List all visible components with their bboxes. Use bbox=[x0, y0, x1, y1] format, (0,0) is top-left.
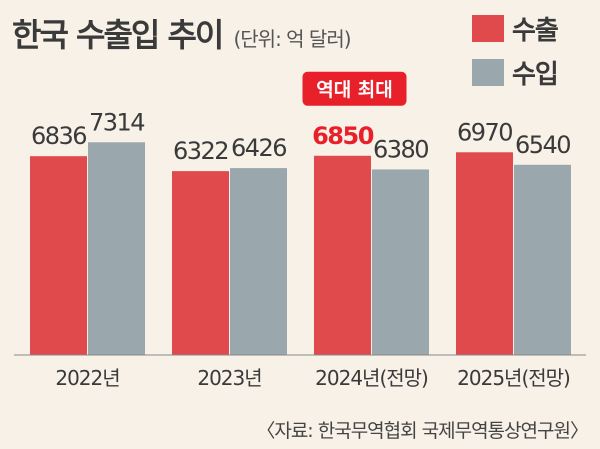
annotation-label: 역대 최대 bbox=[316, 79, 393, 101]
bar-import-2024 bbox=[372, 169, 429, 355]
data-label-import-2023: 6426 bbox=[231, 134, 286, 162]
x-tick-label-2022: 2022년 bbox=[55, 366, 119, 390]
bar-export-2022 bbox=[30, 156, 87, 355]
bar-export-2023 bbox=[172, 171, 229, 355]
legend-item-import: 수입 bbox=[472, 50, 559, 94]
bar-import-2025 bbox=[514, 164, 571, 355]
chart-title: 한국 수출입 추이 bbox=[12, 16, 224, 54]
bar-import-2022 bbox=[88, 142, 145, 355]
legend: 수출 수입 bbox=[472, 6, 559, 94]
legend-swatch-export bbox=[472, 14, 504, 42]
x-tick-label-2025: 2025년(전망) bbox=[457, 366, 570, 390]
annotation-badge bbox=[302, 71, 407, 106]
data-label-export-2024: 6850 bbox=[312, 122, 374, 150]
x-tick-label-2024: 2024년(전망) bbox=[315, 366, 428, 390]
bar-export-2024 bbox=[314, 155, 371, 355]
legend-label-import: 수입 bbox=[512, 59, 559, 90]
data-label-export-2022: 6836 bbox=[31, 122, 86, 150]
data-label-import-2025: 6540 bbox=[515, 131, 570, 159]
source-note: 〈자료: 한국무역협회 국제무역통상연구원〉 bbox=[256, 420, 589, 442]
x-tick-label-2023: 2023년 bbox=[197, 366, 261, 390]
data-label-export-2023: 6322 bbox=[173, 137, 228, 165]
unit-label: (단위: 억 달러) bbox=[233, 27, 351, 51]
data-label-import-2024: 6380 bbox=[373, 135, 428, 163]
legend-item-export: 수출 bbox=[472, 6, 559, 50]
data-label-import-2022: 7314 bbox=[89, 108, 144, 136]
legend-swatch-import bbox=[472, 58, 504, 86]
chart-header: 한국 수출입 추이 (단위: 억 달러) bbox=[12, 10, 352, 56]
data-label-export-2025: 6970 bbox=[457, 118, 512, 146]
legend-label-export: 수출 bbox=[512, 15, 559, 46]
bar-export-2025 bbox=[456, 152, 513, 355]
bar-import-2023 bbox=[230, 168, 287, 355]
